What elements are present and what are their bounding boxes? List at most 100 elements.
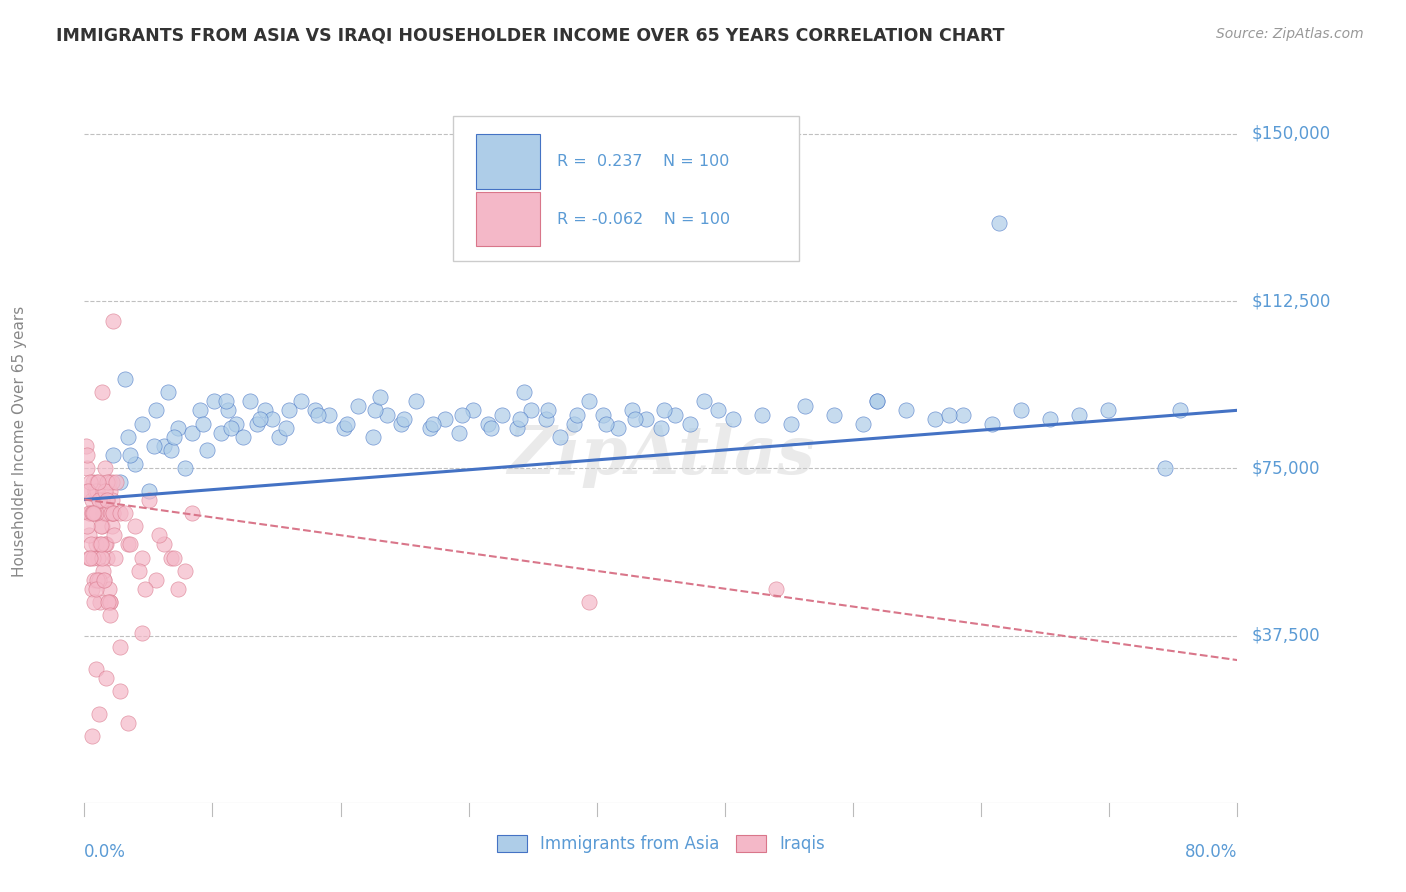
Point <box>97 595 120 609</box>
Point <box>93 461 115 475</box>
Point <box>110 640 132 654</box>
Text: IMMIGRANTS FROM ASIA VS IRAQI HOUSEHOLDER INCOME OVER 65 YEARS CORRELATION CHART: IMMIGRANTS FROM ASIA VS IRAQI HOUSEHOLDE… <box>56 27 1005 45</box>
Point <box>823 408 845 422</box>
Point <box>91 506 114 520</box>
Point <box>124 457 146 471</box>
Point <box>276 421 298 435</box>
Point <box>90 537 112 551</box>
Point <box>866 394 889 409</box>
Point <box>938 408 960 422</box>
Point <box>80 506 103 520</box>
Point <box>218 403 240 417</box>
Point <box>624 412 647 426</box>
Point <box>117 715 139 730</box>
Point <box>100 519 122 533</box>
Point <box>537 403 560 417</box>
Point <box>422 417 444 431</box>
Point <box>534 412 557 426</box>
Point <box>1067 408 1090 422</box>
Point <box>167 421 190 435</box>
Point <box>84 537 107 551</box>
Point <box>142 439 165 453</box>
Point <box>449 425 471 440</box>
Point <box>94 671 117 685</box>
Point <box>260 412 283 426</box>
Point <box>145 403 167 417</box>
Point <box>160 550 183 565</box>
FancyBboxPatch shape <box>477 135 540 189</box>
Point <box>103 314 124 328</box>
Point <box>477 417 499 431</box>
Point <box>156 385 179 400</box>
Point <box>167 582 190 596</box>
Text: 80.0%: 80.0% <box>1185 843 1237 861</box>
Point <box>86 483 108 498</box>
Point <box>567 408 589 422</box>
Point <box>693 394 716 409</box>
Point <box>1039 412 1062 426</box>
Point <box>96 550 118 565</box>
Point <box>84 582 107 596</box>
Point <box>202 394 225 409</box>
FancyBboxPatch shape <box>477 193 540 246</box>
Point <box>391 417 413 431</box>
Point <box>100 492 122 507</box>
Point <box>80 492 103 507</box>
Point <box>595 417 617 431</box>
Point <box>214 394 236 409</box>
Point <box>79 550 101 565</box>
Text: $75,000: $75,000 <box>1251 459 1320 477</box>
Point <box>94 483 117 498</box>
Point <box>145 573 167 587</box>
Point <box>361 430 384 444</box>
Point <box>93 537 115 551</box>
Point <box>988 216 1011 230</box>
Text: Householder Income Over 65 years: Householder Income Over 65 years <box>13 306 27 577</box>
Point <box>520 403 543 417</box>
Point <box>89 595 111 609</box>
Point <box>97 475 120 489</box>
Point <box>779 417 801 431</box>
Point <box>82 506 104 520</box>
Point <box>96 475 118 489</box>
Point <box>751 408 773 422</box>
Point <box>83 506 105 520</box>
Point <box>131 550 153 565</box>
Point <box>721 412 744 426</box>
Point <box>91 564 114 578</box>
Point <box>103 506 124 520</box>
Text: $112,500: $112,500 <box>1251 292 1331 310</box>
Text: $37,500: $37,500 <box>1251 626 1320 645</box>
Point <box>105 475 128 489</box>
Point <box>246 417 269 431</box>
Point <box>90 519 112 533</box>
Point <box>679 417 702 431</box>
Point <box>578 394 600 409</box>
Point <box>592 408 614 422</box>
Point <box>1010 403 1032 417</box>
Point <box>225 417 247 431</box>
Point <box>564 417 586 431</box>
Point <box>75 439 97 453</box>
Point <box>79 506 101 520</box>
Point <box>77 550 100 565</box>
Point <box>110 684 132 698</box>
Point <box>80 729 103 743</box>
Point <box>86 475 108 489</box>
Point <box>232 430 254 444</box>
Point <box>394 412 416 426</box>
Point <box>174 461 197 475</box>
Point <box>97 582 120 596</box>
Point <box>138 492 160 507</box>
Point <box>1154 461 1177 475</box>
Point <box>664 408 686 422</box>
Point <box>513 385 536 400</box>
Point <box>89 537 111 551</box>
Point <box>336 417 359 431</box>
Point <box>117 430 139 444</box>
Point <box>100 506 122 520</box>
Point <box>79 506 101 520</box>
Point <box>101 475 124 489</box>
Point <box>76 448 98 462</box>
Point <box>794 399 817 413</box>
